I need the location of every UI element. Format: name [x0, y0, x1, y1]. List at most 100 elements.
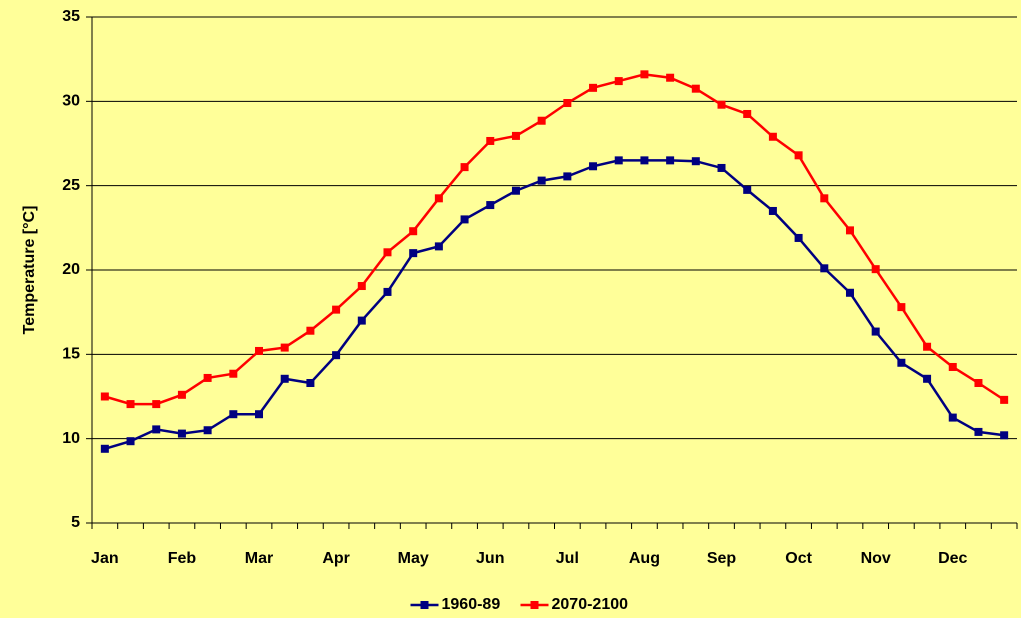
- data-point: [563, 99, 572, 108]
- data-point: [486, 201, 495, 210]
- x-tick-label: May: [398, 550, 429, 567]
- data-point: [152, 400, 161, 409]
- data-point: [974, 427, 983, 436]
- data-point: [768, 132, 777, 141]
- data-point: [486, 136, 495, 145]
- x-tick-label: Aug: [629, 550, 660, 567]
- data-point: [383, 287, 392, 296]
- data-point: [306, 326, 315, 335]
- y-tick-label: 5: [71, 514, 80, 531]
- data-point: [255, 346, 264, 355]
- data-point: [203, 426, 212, 435]
- x-tick-label: Mar: [245, 550, 273, 567]
- data-point: [203, 373, 212, 382]
- series-line: [104, 159, 1005, 450]
- data-point: [229, 410, 238, 419]
- data-point: [100, 444, 109, 453]
- data-point: [537, 176, 546, 185]
- data-point: [357, 316, 366, 325]
- data-point: [640, 70, 649, 79]
- data-point: [460, 163, 469, 172]
- data-point: [409, 227, 418, 236]
- data-point: [280, 374, 289, 383]
- data-point: [434, 194, 443, 203]
- data-point: [666, 73, 675, 82]
- data-point: [923, 374, 932, 383]
- data-point: [177, 429, 186, 438]
- data-point: [691, 157, 700, 166]
- data-point: [768, 206, 777, 215]
- x-tick-label: Dec: [938, 550, 967, 567]
- data-point: [1000, 431, 1009, 440]
- data-point: [614, 156, 623, 165]
- data-point: [743, 185, 752, 194]
- data-point: [177, 390, 186, 399]
- data-point: [589, 162, 598, 171]
- data-point: [511, 186, 520, 195]
- legend-marker: [530, 601, 539, 609]
- data-point: [897, 358, 906, 367]
- data-point: [794, 233, 803, 242]
- x-tick-label: Sep: [707, 550, 737, 567]
- data-point: [974, 379, 983, 388]
- legend-label: 1960-89: [442, 596, 501, 613]
- data-point: [280, 343, 289, 352]
- x-tick-label: Feb: [168, 550, 197, 567]
- legend-marker: [420, 601, 429, 609]
- x-tick-label: Apr: [322, 550, 350, 567]
- x-tick-label: Oct: [785, 550, 812, 567]
- data-point: [357, 282, 366, 291]
- data-point: [666, 156, 675, 165]
- data-point: [923, 342, 932, 351]
- data-point: [717, 163, 726, 172]
- data-point: [1000, 395, 1009, 404]
- y-axis-title: Temperature [°C]: [21, 206, 38, 335]
- data-point: [717, 100, 726, 109]
- data-point: [845, 288, 854, 297]
- x-tick-label: Jun: [476, 550, 504, 567]
- data-point: [511, 131, 520, 140]
- data-point: [897, 303, 906, 312]
- series-line: [104, 73, 1005, 406]
- data-point: [614, 77, 623, 86]
- data-point: [948, 362, 957, 371]
- data-point: [640, 156, 649, 165]
- x-tick-label: Jul: [556, 550, 579, 567]
- data-point: [434, 242, 443, 251]
- data-point: [794, 151, 803, 160]
- data-point: [100, 392, 109, 401]
- x-tick-label: Nov: [861, 550, 891, 567]
- data-point: [820, 264, 829, 273]
- data-point: [589, 83, 598, 92]
- data-point: [871, 327, 880, 336]
- x-tick-label: Jan: [91, 550, 119, 567]
- data-point: [126, 400, 135, 409]
- data-point: [126, 437, 135, 446]
- data-point: [845, 226, 854, 235]
- data-point: [383, 248, 392, 257]
- y-tick-label: 15: [62, 346, 80, 363]
- data-point: [409, 249, 418, 258]
- data-point: [948, 413, 957, 422]
- data-point: [537, 116, 546, 125]
- data-point: [563, 172, 572, 181]
- data-point: [229, 369, 238, 378]
- data-point: [871, 265, 880, 274]
- y-tick-label: 35: [62, 8, 80, 25]
- data-point: [152, 425, 161, 434]
- data-point: [460, 215, 469, 224]
- data-point: [332, 305, 341, 314]
- y-tick-label: 10: [62, 430, 80, 447]
- y-tick-label: 30: [62, 93, 80, 110]
- y-tick-label: 25: [62, 177, 80, 194]
- data-point: [743, 109, 752, 118]
- legend-label: 2070-2100: [552, 596, 629, 613]
- data-point: [332, 351, 341, 360]
- data-point: [820, 194, 829, 203]
- data-point: [306, 379, 315, 388]
- data-point: [691, 84, 700, 93]
- data-point: [255, 410, 264, 419]
- y-tick-label: 20: [62, 261, 80, 278]
